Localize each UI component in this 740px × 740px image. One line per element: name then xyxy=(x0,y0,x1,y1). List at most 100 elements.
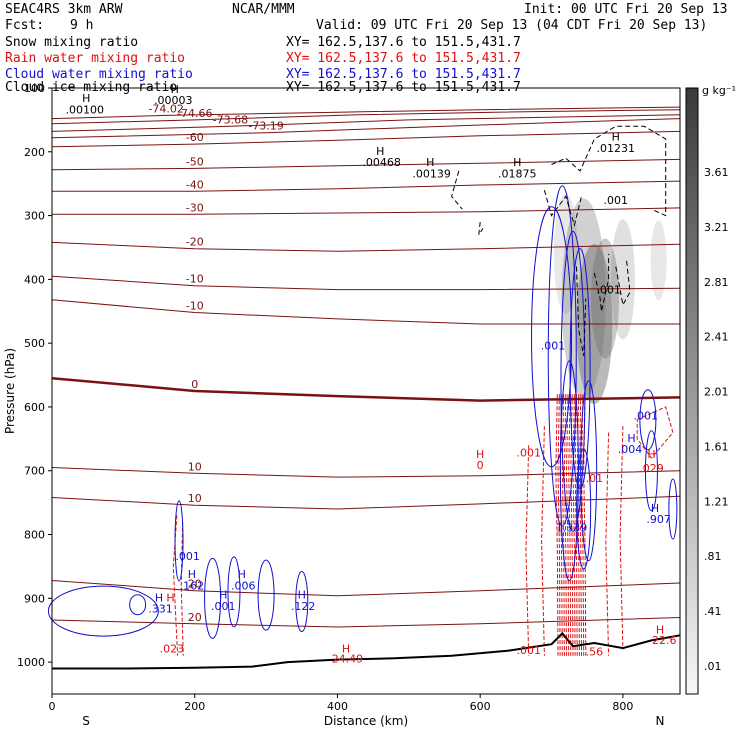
colorbar-tick-label: .41 xyxy=(704,605,722,618)
contour-annotation: .331 xyxy=(148,602,173,615)
contour-annotation: .001 xyxy=(516,644,541,657)
contour-annotation: .00003 xyxy=(154,94,193,107)
contour-annotation: .001 xyxy=(633,410,658,423)
isotherm-label: 10 xyxy=(188,460,202,473)
contour-annotation: H xyxy=(651,502,659,515)
contour-annotation: .001 xyxy=(541,340,566,353)
isotherm-line xyxy=(52,180,681,192)
colorbar-tick-label: .01 xyxy=(704,660,722,673)
contour-annotation: H xyxy=(238,568,246,581)
rain-contour xyxy=(525,445,530,656)
model-title: SEAC4RS 3km ARW xyxy=(5,2,123,17)
contour-annotation: H xyxy=(166,592,174,605)
snow-contour xyxy=(593,253,610,312)
cloud-water-contour xyxy=(644,430,658,512)
colorbar-tick-label: 1.61 xyxy=(704,440,729,453)
valid-time: Valid: 09 UTC Fri 20 Sep 13 (04 CDT Fri … xyxy=(316,18,708,33)
cloud-water-contour xyxy=(129,594,147,616)
legend-name-rain: Rain water mixing ratio xyxy=(5,51,186,66)
rain-contour xyxy=(574,394,578,656)
isotherm-line xyxy=(51,495,681,510)
cloud-water-contour xyxy=(576,448,592,570)
rain-contour xyxy=(578,394,582,656)
ice-shade-4 xyxy=(553,193,578,314)
isotherm-label: 10 xyxy=(188,492,202,505)
y-tick-label: 900 xyxy=(24,592,45,605)
isotherm-line xyxy=(51,617,681,628)
isotherm-label: -50 xyxy=(186,155,204,168)
contour-annotation: 24.49 xyxy=(332,653,364,666)
isotherm-line xyxy=(51,376,681,402)
org-label: NCAR/MMM xyxy=(232,2,295,17)
rain-contour xyxy=(636,406,674,459)
contour-annotation: .001 xyxy=(516,447,541,460)
rain-contour xyxy=(605,432,610,656)
isotherm-label: -60 xyxy=(186,131,204,144)
contour-annotation: H xyxy=(219,588,227,601)
isotherm-line xyxy=(51,241,681,252)
rain-contour xyxy=(561,394,565,656)
rain-contour xyxy=(619,426,624,650)
isotherm-label: 0 xyxy=(191,378,198,391)
isotherm-label: -73.19 xyxy=(248,120,283,133)
contour-annotation: .00100 xyxy=(66,104,105,117)
terrain-surface xyxy=(52,631,681,670)
y-tick-label: 600 xyxy=(24,401,45,414)
legend-xy-cloud-water: XY= 162.5,137.6 to 151.5,431.7 xyxy=(286,67,521,82)
y-tick-label: 500 xyxy=(24,337,45,350)
legend-name-cloud-water: Cloud water mixing ratio xyxy=(5,67,193,82)
snow-contour xyxy=(615,260,631,307)
isotherm-line xyxy=(51,299,680,325)
isotherm-label: -30 xyxy=(186,201,204,214)
contour-annotation: 0 xyxy=(477,459,484,472)
ice-shade-3 xyxy=(610,219,635,340)
contour-annotation: H xyxy=(612,130,620,143)
contour-annotation: H xyxy=(513,156,521,169)
rain-contour xyxy=(541,426,545,656)
legend-xy-snow: XY= 162.5,137.6 to 151.5,431.7 xyxy=(286,35,521,50)
isotherm-line xyxy=(51,580,681,597)
contour-annotation: .023 xyxy=(160,643,185,656)
contour-annotation: .00139 xyxy=(412,167,451,180)
contour-annotation: .006 xyxy=(231,579,256,592)
contour-annotation: H xyxy=(82,92,90,105)
colorbar-tick-label: 3.61 xyxy=(704,166,729,179)
isotherm-label: -73.68 xyxy=(213,113,248,126)
snow-contour xyxy=(576,266,587,356)
contour-annotation: .001 xyxy=(596,283,621,296)
cloud-water-contour xyxy=(668,478,678,540)
y-tick-label: 800 xyxy=(24,529,45,542)
cloud-water-contour xyxy=(547,185,577,527)
legend-xy-rain: XY= 162.5,137.6 to 151.5,431.7 xyxy=(286,51,521,66)
rain-contour xyxy=(572,394,576,656)
colorbar-unit: g kg⁻¹ xyxy=(702,84,736,97)
contour-annotation: .029 xyxy=(639,462,664,475)
isotherm-line xyxy=(51,275,681,291)
x-axis-label: Distance (km) xyxy=(324,714,408,728)
y-axis-label: Pressure (hPa) xyxy=(3,348,17,434)
endpoint-right-label: N xyxy=(656,714,665,728)
contour-annotation: 22.6 xyxy=(652,634,677,647)
contour-annotation: .00468 xyxy=(362,156,401,169)
cloud-water-contour xyxy=(257,559,275,631)
ice-shade-5 xyxy=(650,220,667,301)
isotherm-line xyxy=(51,106,681,120)
colorbar-tick-label: 2.01 xyxy=(704,386,729,399)
contour-annotation: H xyxy=(342,643,350,656)
contour-annotation: .004 xyxy=(618,443,643,456)
plot-frame xyxy=(51,87,681,695)
isotherm-line xyxy=(51,109,681,125)
contour-annotation: H xyxy=(647,448,655,461)
snow-contour xyxy=(543,189,582,227)
colorbar xyxy=(685,87,699,695)
colorbar-tick-label: 3.21 xyxy=(704,221,729,234)
snow-contour xyxy=(451,170,463,210)
contour-annotation: H xyxy=(171,83,179,96)
contour-annotation: .01875 xyxy=(498,167,537,180)
cloud-water-contour xyxy=(639,389,657,451)
rain-contour xyxy=(172,515,179,656)
fcst-value: 9 h xyxy=(70,18,94,33)
isotherm-label: 20 xyxy=(188,611,202,624)
isotherm-line xyxy=(51,130,681,148)
